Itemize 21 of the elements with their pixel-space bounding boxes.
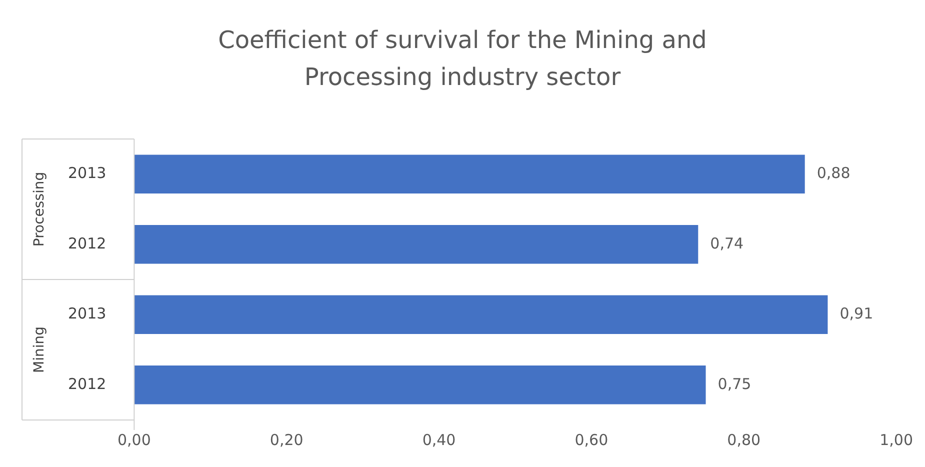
data-label: 0,91 — [840, 304, 874, 323]
text: Processing — [32, 172, 48, 247]
x-tick-label: 0,00 — [117, 430, 151, 449]
y-tick-label: 2013 — [68, 164, 106, 182]
x-tick-label: 1,00 — [880, 430, 914, 449]
x-tick-label: 0,40 — [422, 430, 456, 449]
y-tick-label: 2013 — [68, 304, 106, 323]
data-label: 0,88 — [816, 164, 850, 182]
x-tick-label: 0,20 — [270, 430, 304, 449]
data-label: 0,75 — [718, 374, 752, 393]
bar — [134, 154, 805, 194]
y-tick-label: 2012 — [68, 234, 106, 252]
bar — [134, 295, 828, 334]
chart-title: Coefficient of survival for the Mining and Processing industry sector — [217, 25, 708, 93]
bar — [134, 366, 706, 404]
text: Mining — [32, 326, 48, 373]
x-tick-label: 0,80 — [727, 430, 761, 449]
bar — [134, 225, 698, 264]
y-tick-label: 2012 — [68, 374, 106, 393]
data-label: 0,74 — [710, 234, 744, 252]
x-tick-label: 0,60 — [574, 430, 608, 449]
